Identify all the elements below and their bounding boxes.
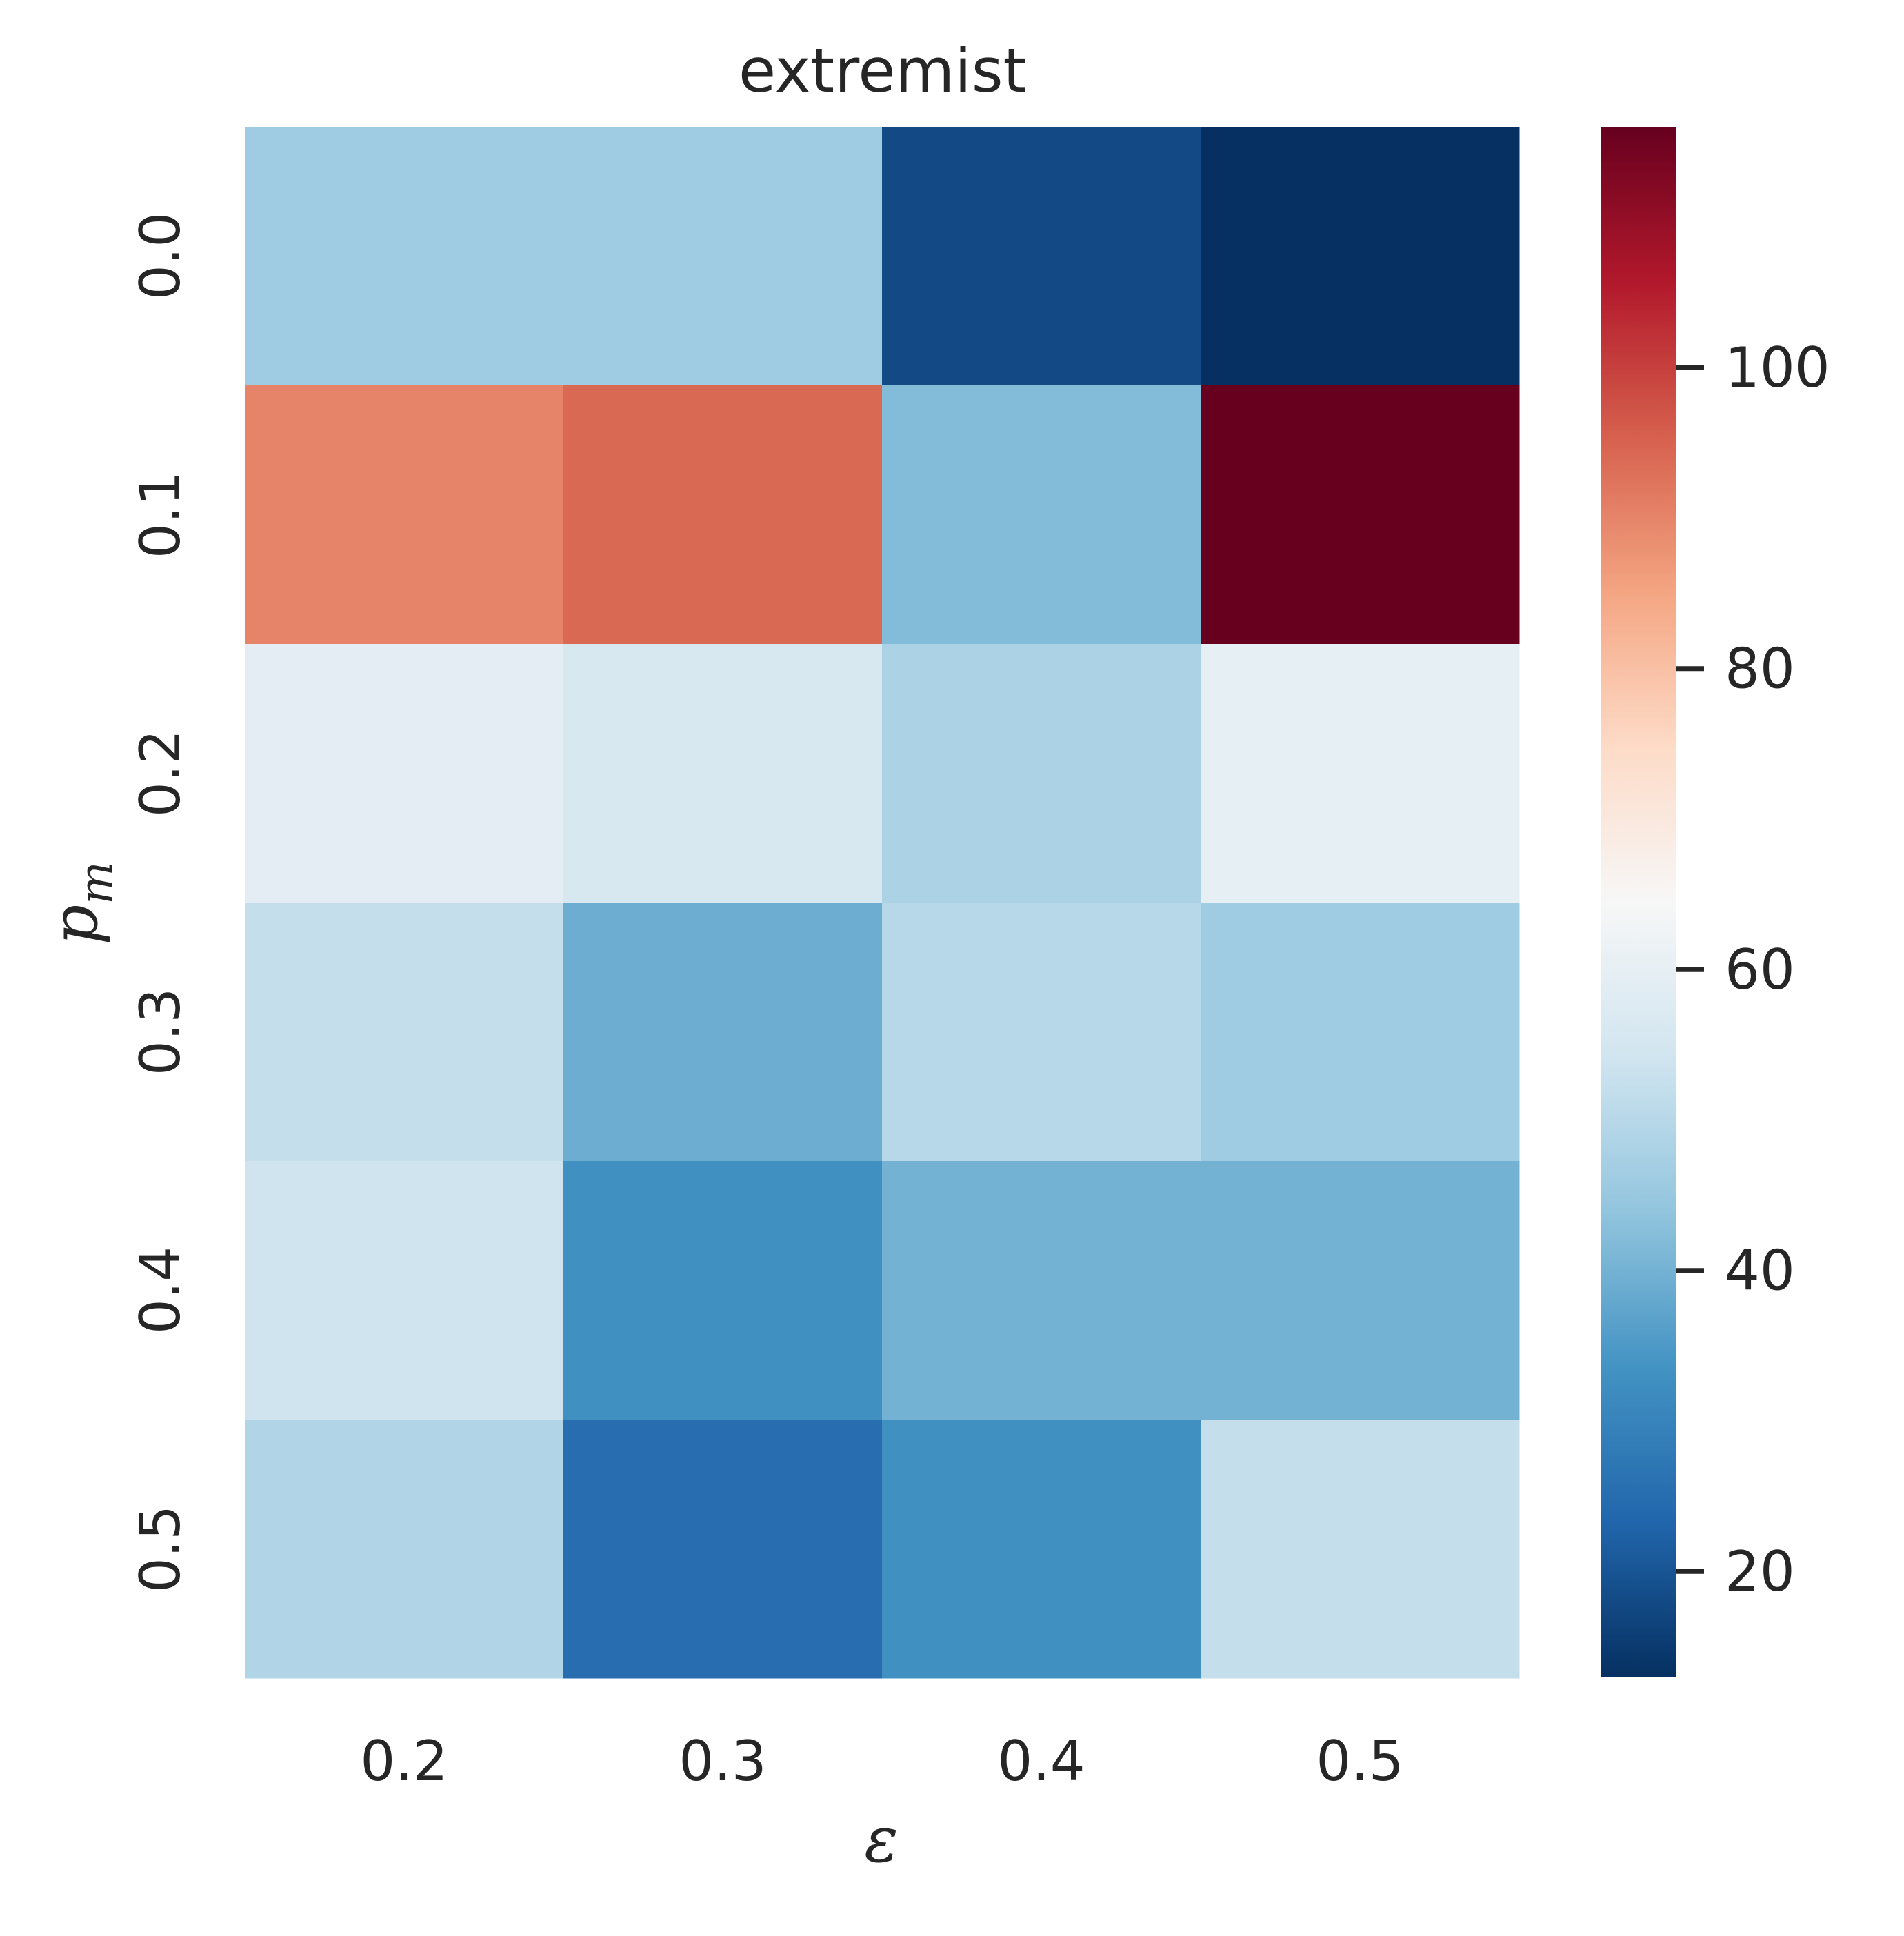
x-tick-label: 0.2 (360, 1729, 448, 1793)
heatmap-cell (882, 1420, 1201, 1679)
heatmap-cell (882, 127, 1201, 386)
heatmap-cell (1201, 1161, 1520, 1420)
colorbar-tick-label: 60 (1725, 938, 1795, 1002)
heatmap-cell (245, 127, 564, 386)
heatmap-cell (882, 1161, 1201, 1420)
heatmap-cell (882, 903, 1201, 1162)
heatmap-cell (563, 1420, 883, 1679)
heatmap-cell (882, 385, 1201, 645)
y-tick-label: 0.2 (128, 729, 192, 817)
heatmap-cell (563, 644, 883, 903)
y-axis-label: pm (38, 861, 123, 945)
heatmap-cell (563, 903, 883, 1162)
heatmap-cell (245, 903, 564, 1162)
heatmap-cell (1201, 644, 1520, 903)
heatmap-cell (1201, 1420, 1520, 1679)
colorbar-tick-label: 80 (1725, 637, 1795, 701)
heatmap-cell (245, 385, 564, 645)
heatmap-cell (563, 1161, 883, 1420)
heatmap-cell (245, 1161, 564, 1420)
y-tick-label: 0.5 (128, 1505, 192, 1593)
heatmap-cell (882, 644, 1201, 903)
heatmap-cell (563, 127, 883, 386)
colorbar-tick-label: 20 (1725, 1540, 1795, 1604)
heatmap-cell (1201, 127, 1520, 386)
y-tick-labels: 0.0 0.1 0.2 0.3 0.4 0.5 (128, 212, 192, 1593)
colorbar-ticks: 20 40 60 80 100 (1676, 336, 1830, 1604)
colorbar-tick-label: 40 (1725, 1239, 1795, 1303)
heatmap-cell (1201, 903, 1520, 1162)
x-tick-labels: 0.2 0.3 0.4 0.5 (360, 1729, 1403, 1793)
heatmap-cell (563, 385, 883, 645)
colorbar (1601, 127, 1676, 1677)
heatmap-cell (1201, 385, 1520, 645)
heatmap-cells (245, 127, 1520, 1679)
x-tick-label: 0.4 (997, 1729, 1085, 1793)
chart-title: extremist (739, 35, 1027, 106)
y-tick-label: 0.1 (128, 471, 192, 558)
y-tick-label: 0.3 (128, 988, 192, 1076)
y-tick-label: 0.4 (128, 1247, 192, 1334)
heatmap-cell (245, 644, 564, 903)
colorbar-tick-label: 100 (1725, 336, 1830, 400)
x-tick-label: 0.3 (679, 1729, 766, 1793)
y-tick-label: 0.0 (128, 212, 192, 300)
x-tick-label: 0.5 (1316, 1729, 1403, 1793)
heatmap-cell (245, 1420, 564, 1679)
x-axis-label: ε (864, 1803, 898, 1877)
y-axis-label-base: p (38, 905, 112, 945)
y-axis-label-subscript: m (70, 861, 123, 905)
